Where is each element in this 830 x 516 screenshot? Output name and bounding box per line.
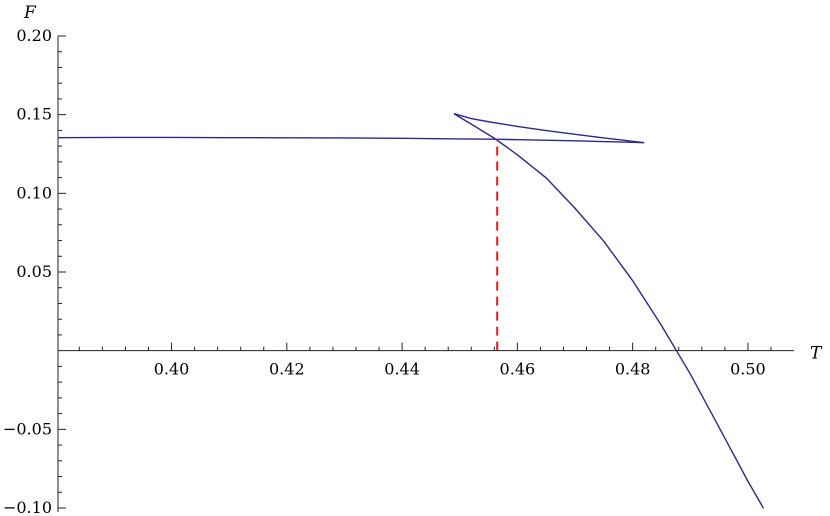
y-tick-label: −0.05 <box>3 419 52 438</box>
series-line-2 <box>453 113 645 144</box>
x-tick-label: 0.44 <box>384 360 420 379</box>
x-tick-label: 0.46 <box>500 360 536 379</box>
series-line-1 <box>57 136 645 144</box>
y-tick-label: 0.05 <box>16 262 52 281</box>
x-tick-label: 0.40 <box>154 360 190 379</box>
x-tick-label: 0.50 <box>730 360 766 379</box>
tick-labels-layer: 0.40 0.42 0.44 0.46 0.48 0.50 −0.10 −0.05 0.05 0.… <box>3 26 766 516</box>
x-tick-label: 0.42 <box>269 360 305 379</box>
x-tick-label: 0.48 <box>615 360 651 379</box>
series-line-3 <box>453 113 765 509</box>
ticks-layer <box>58 35 772 509</box>
y-tick-label: 0.10 <box>16 183 52 202</box>
series-layer <box>57 113 765 509</box>
y-tick-label: 0.20 <box>16 26 52 45</box>
x-axis-label: T <box>810 344 823 364</box>
y-tick-label: −0.10 <box>3 498 52 516</box>
y-axis-label: F <box>23 3 37 23</box>
y-tick-label: 0.15 <box>16 105 52 124</box>
